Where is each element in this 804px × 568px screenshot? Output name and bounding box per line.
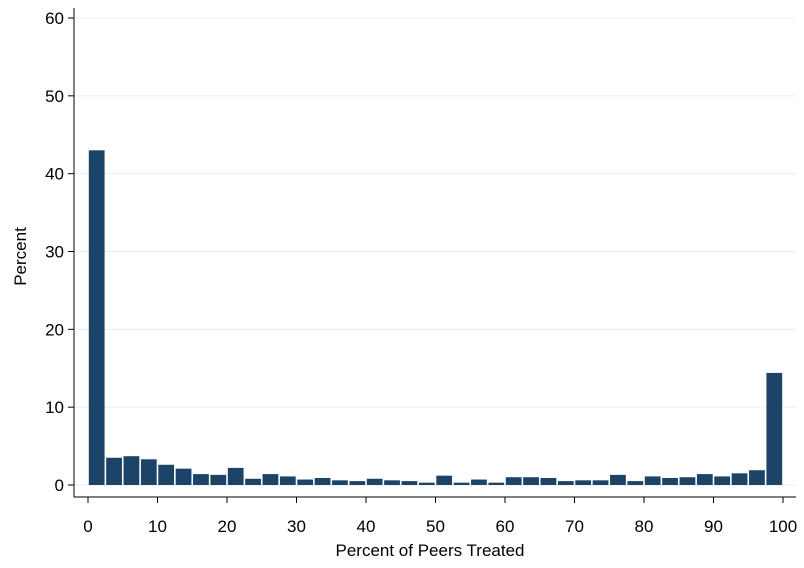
y-tick-label: 0 bbox=[55, 476, 64, 495]
bars bbox=[88, 150, 783, 486]
histogram-bar bbox=[610, 474, 626, 485]
histogram-bar bbox=[314, 477, 331, 485]
histogram-bar bbox=[349, 481, 366, 485]
axes bbox=[73, 8, 796, 498]
x-tick-label: 80 bbox=[635, 517, 654, 536]
x-axis-title: Percent of Peers Treated bbox=[336, 541, 525, 560]
histogram-bar bbox=[557, 481, 574, 485]
histogram-bar bbox=[540, 477, 557, 485]
x-tick-label: 60 bbox=[496, 517, 515, 536]
x-tick-label: 10 bbox=[148, 517, 167, 536]
x-tick-label: 20 bbox=[218, 517, 237, 536]
histogram-bar bbox=[332, 480, 348, 485]
x-tick-label: 40 bbox=[357, 517, 376, 536]
x-tick-label: 0 bbox=[83, 517, 92, 536]
histogram-bar bbox=[193, 474, 209, 485]
histogram-bar bbox=[210, 474, 227, 485]
histogram-bar bbox=[679, 477, 696, 485]
histogram-bar bbox=[488, 482, 505, 485]
histogram-bar bbox=[731, 473, 748, 485]
x-tick-label: 30 bbox=[287, 517, 306, 536]
histogram-bar bbox=[662, 477, 678, 485]
y-tick-label: 10 bbox=[45, 398, 64, 417]
histogram-bar bbox=[401, 481, 418, 485]
histogram-bar bbox=[696, 474, 713, 485]
y-ticks: 0 10 20 30 40 50 60 bbox=[45, 9, 74, 495]
histogram-bar bbox=[766, 372, 783, 485]
y-tick-label: 40 bbox=[45, 165, 64, 184]
histogram-bar bbox=[175, 468, 192, 485]
histogram-bar bbox=[749, 470, 765, 485]
y-tick-label: 30 bbox=[45, 243, 64, 262]
histogram-bar bbox=[453, 482, 470, 485]
histogram-bar bbox=[88, 150, 105, 486]
histogram-bar bbox=[245, 478, 261, 485]
histogram-bar bbox=[227, 467, 244, 485]
histogram-bar bbox=[418, 482, 435, 485]
histogram-bar bbox=[627, 481, 644, 485]
y-tick-label: 20 bbox=[45, 320, 64, 339]
histogram-bar bbox=[297, 479, 314, 485]
histogram-bar bbox=[158, 464, 175, 485]
y-tick-label: 60 bbox=[45, 9, 64, 28]
histogram-bar bbox=[140, 459, 157, 485]
x-tick-label: 70 bbox=[565, 517, 584, 536]
histogram-bar bbox=[575, 480, 592, 485]
histogram-bar bbox=[471, 479, 487, 485]
histogram-bar bbox=[505, 477, 522, 485]
histogram-bar bbox=[644, 476, 661, 485]
histogram-bar bbox=[366, 478, 383, 485]
x-tick-label: 90 bbox=[704, 517, 723, 536]
histogram-bar bbox=[279, 476, 296, 485]
x-ticks: 0 10 20 30 40 50 60 70 80 90 100 bbox=[83, 497, 797, 536]
histogram-bar bbox=[592, 480, 609, 485]
y-tick-label: 50 bbox=[45, 87, 64, 106]
histogram-bar bbox=[123, 456, 140, 485]
x-tick-label: 100 bbox=[769, 517, 797, 536]
histogram-bar bbox=[436, 475, 453, 485]
histogram-bar bbox=[523, 477, 539, 485]
histogram-bar bbox=[106, 457, 122, 485]
histogram-bar bbox=[262, 474, 279, 485]
x-tick-label: 50 bbox=[426, 517, 445, 536]
histogram-bar bbox=[384, 480, 400, 485]
histogram-bar bbox=[714, 476, 731, 485]
y-axis-title: Percent bbox=[11, 227, 30, 286]
gridlines bbox=[74, 17, 796, 486]
